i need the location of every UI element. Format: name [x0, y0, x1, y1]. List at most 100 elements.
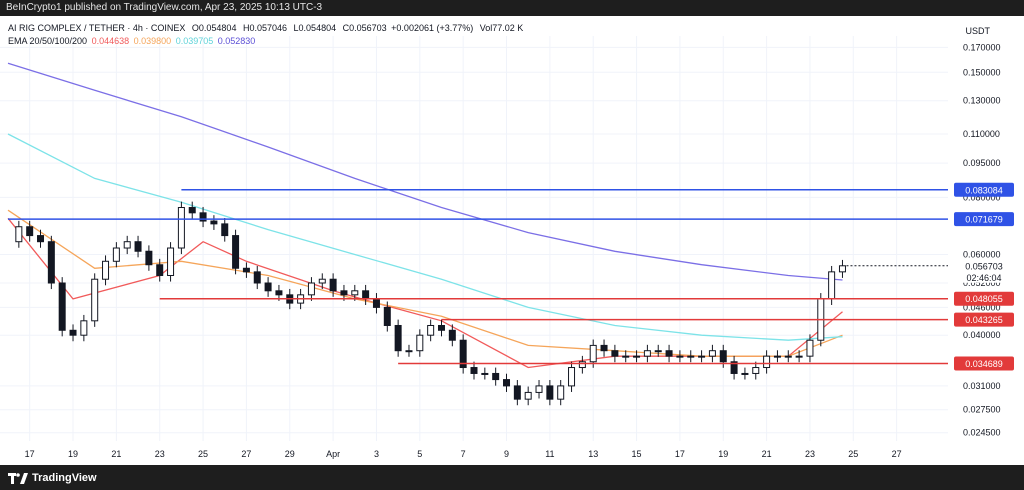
candle-body	[795, 355, 803, 358]
candle-body	[362, 290, 370, 300]
current-price-badge	[954, 258, 1014, 283]
x-tick-label: 3	[374, 449, 379, 459]
candle-body	[123, 241, 131, 249]
open-value: 0.054804	[198, 23, 237, 33]
y-tick-label: 0.170000	[963, 42, 1001, 52]
candle-body	[665, 350, 673, 357]
candle-body	[405, 350, 413, 353]
close-value: 0.056703	[349, 23, 387, 33]
ema50-value: 0.039800	[133, 36, 172, 46]
candle-body	[546, 385, 554, 400]
candle-body	[784, 355, 792, 358]
x-tick-label: 13	[588, 449, 598, 459]
y-tick-label: 0.031000	[963, 381, 1001, 391]
candle-body	[698, 355, 706, 358]
candle-body	[611, 350, 619, 357]
x-tick-label: 25	[198, 449, 208, 459]
current-price-label: 0.056703	[965, 261, 1003, 271]
chart-legend: AI RIG COMPLEX / TETHER · 4h · COINEX O0…	[8, 22, 523, 48]
candle-body	[600, 344, 608, 352]
y-tick-label: 0.130000	[963, 96, 1001, 106]
publish-text: BeInCrypto1 published on TradingView.com…	[6, 2, 323, 13]
candle-body	[242, 267, 250, 273]
candle-body	[69, 329, 77, 336]
candle-body	[188, 207, 196, 214]
candle-body	[37, 235, 45, 243]
candle-body	[643, 350, 651, 357]
candle-body	[80, 320, 88, 336]
candle-body	[329, 278, 337, 292]
candle-body	[828, 271, 836, 300]
brand-label: TradingView	[32, 472, 97, 484]
x-tick-label: 9	[504, 449, 509, 459]
ema20-value: 0.044638	[91, 36, 130, 46]
chart-area[interactable]: 17 19 21 23 25 27 29 Apr 3 5 7 9 11 13 15 17 19 21 23 25 27 0…	[0, 16, 1024, 465]
candle-body	[351, 290, 359, 296]
ema-row: EMA 20/50/100/200 0.044638 0.039800 0.03…	[8, 35, 523, 48]
candle-body	[58, 282, 66, 331]
candle-body	[578, 361, 586, 369]
candle-body	[752, 367, 760, 374]
y-tick-label: 0.052000	[963, 278, 1001, 288]
x-tick-label: 15	[632, 449, 642, 459]
candle-body	[372, 298, 380, 308]
candle-body	[221, 223, 229, 237]
candle-body	[167, 247, 175, 276]
candle-body	[622, 355, 630, 358]
candle-body	[47, 241, 55, 284]
candle-body	[427, 324, 435, 336]
x-tick-label: 21	[111, 449, 121, 459]
support-level-badge	[954, 291, 1014, 306]
price-chart[interactable]: 17 19 21 23 25 27 29 Apr 3 5 7 9 11 13 15 17 19 21 23 25 27 0…	[0, 16, 1024, 465]
x-tick-label: 11	[545, 449, 554, 459]
candle-body	[199, 212, 207, 222]
candle-body	[730, 361, 738, 374]
ema100-value: 0.039705	[175, 36, 214, 46]
candle-body	[91, 278, 99, 322]
candle-body	[307, 282, 315, 296]
level-label: 0.083084	[965, 185, 1003, 195]
candle-body	[568, 367, 576, 387]
y-tick-label: 0.110000	[963, 129, 1000, 139]
y-tick-label: 0.150000	[963, 67, 1001, 77]
candle-body	[838, 265, 846, 273]
level-label: 0.043265	[965, 315, 1003, 325]
candle-body	[275, 290, 283, 296]
close-label: C	[342, 23, 350, 33]
tradingview-brand[interactable]: TradingView	[8, 471, 97, 485]
candle-body	[394, 324, 402, 352]
candle-body	[763, 355, 771, 369]
candle-body	[156, 264, 164, 276]
candle-body	[806, 339, 814, 357]
x-tick-label: 17	[675, 449, 685, 459]
bottom-bar: TradingView	[0, 465, 1024, 490]
candle-body	[340, 290, 348, 296]
candle-body	[633, 355, 641, 358]
candle-body	[383, 306, 391, 326]
x-tick-label: 7	[461, 449, 466, 459]
candle-body	[145, 250, 153, 266]
x-tick-label: 23	[155, 449, 165, 459]
symbol-label[interactable]: AI RIG COMPLEX / TETHER · 4h · COINEX	[8, 23, 186, 33]
candle-body	[741, 372, 749, 375]
ema-label[interactable]: EMA 20/50/100/200	[8, 36, 88, 46]
candle-body	[654, 350, 662, 353]
candle-body	[15, 226, 23, 243]
top-bar: BeInCrypto1 published on TradingView.com…	[0, 0, 1024, 16]
x-tick-label: 21	[762, 449, 772, 459]
candle-body	[524, 391, 532, 400]
candle-body	[773, 355, 781, 358]
candle-body	[676, 355, 684, 358]
support-level-badge	[954, 312, 1014, 327]
level-label: 0.048055	[965, 294, 1003, 304]
x-tick-label: 17	[25, 449, 35, 459]
ema-line	[7, 217, 843, 369]
x-tick-label: 29	[285, 449, 295, 459]
change-value: +0.002061 (+3.77%)	[391, 23, 474, 33]
candle-body	[264, 282, 272, 292]
x-tick-label: 19	[718, 449, 728, 459]
x-tick-label: 27	[892, 449, 902, 459]
candle-body	[503, 379, 511, 387]
low-label: L	[293, 23, 299, 33]
resistance-level-badge	[954, 182, 1014, 197]
